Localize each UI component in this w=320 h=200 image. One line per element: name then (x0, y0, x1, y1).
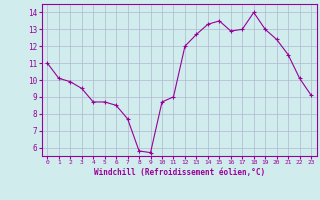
X-axis label: Windchill (Refroidissement éolien,°C): Windchill (Refroidissement éolien,°C) (94, 168, 265, 177)
